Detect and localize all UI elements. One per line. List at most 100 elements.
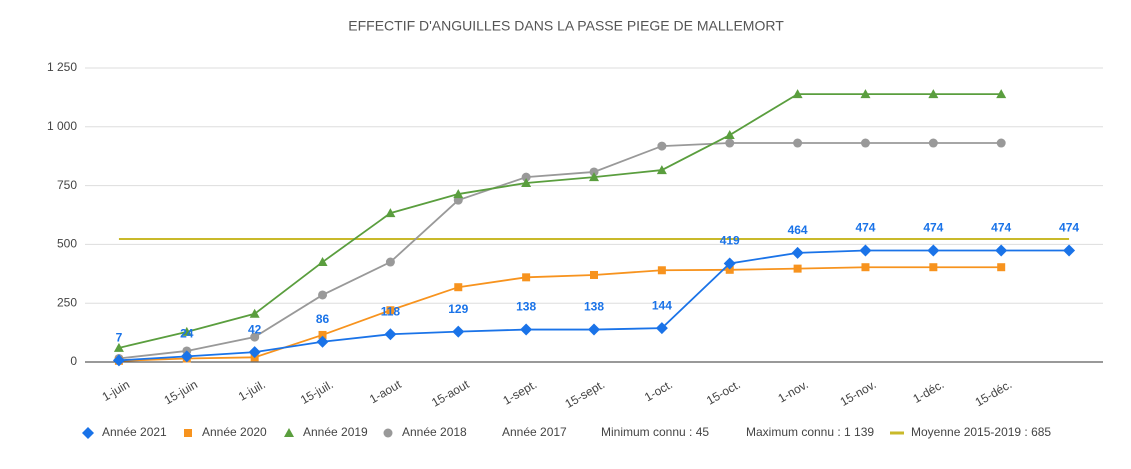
marker bbox=[656, 165, 667, 175]
y-tick-label: 0 bbox=[70, 354, 77, 368]
marker bbox=[995, 244, 1008, 257]
marker bbox=[657, 141, 667, 151]
data-label: 118 bbox=[381, 304, 401, 318]
marker bbox=[928, 89, 939, 99]
marker bbox=[723, 257, 736, 270]
x-tick-label: 15-nov. bbox=[838, 377, 879, 409]
marker bbox=[284, 428, 294, 437]
x-tick-label: 15-juil. bbox=[298, 377, 336, 407]
data-label: 474 bbox=[1059, 221, 1079, 235]
marker bbox=[249, 308, 260, 318]
data-label: 144 bbox=[652, 298, 672, 312]
legend-label: Année 2018 bbox=[402, 425, 467, 439]
marker bbox=[861, 263, 870, 272]
marker bbox=[929, 263, 938, 272]
data-label: 129 bbox=[448, 302, 468, 316]
marker bbox=[860, 89, 871, 99]
data-label: 86 bbox=[316, 312, 330, 326]
x-tick-label: 1-juin bbox=[100, 377, 132, 404]
marker bbox=[521, 172, 531, 182]
data-label: 7 bbox=[116, 331, 123, 345]
x-tick-label: 1-sept. bbox=[500, 377, 539, 407]
legend-label: Année 2017 bbox=[502, 425, 567, 439]
marker bbox=[385, 257, 395, 267]
marker bbox=[385, 208, 396, 218]
legend-label: Année 2020 bbox=[202, 425, 267, 439]
marker bbox=[996, 89, 1007, 99]
marker bbox=[522, 273, 531, 282]
marker bbox=[792, 89, 803, 99]
marker bbox=[1063, 244, 1076, 257]
legend-label: Minimum connu : 45 bbox=[601, 425, 709, 439]
legend-label: Moyenne 2015-2019 : 685 bbox=[911, 425, 1051, 439]
marker bbox=[928, 138, 938, 148]
marker bbox=[454, 283, 463, 292]
marker bbox=[655, 322, 668, 335]
y-tick-label: 1 250 bbox=[47, 60, 77, 74]
marker bbox=[248, 346, 261, 359]
marker bbox=[181, 326, 192, 336]
x-tick-label: 15-juin bbox=[162, 377, 200, 407]
x-tick-label: 1-déc. bbox=[911, 377, 947, 406]
marker bbox=[791, 246, 804, 259]
marker bbox=[112, 354, 125, 367]
y-tick-label: 750 bbox=[57, 178, 77, 192]
marker bbox=[657, 266, 666, 275]
marker bbox=[724, 130, 735, 140]
series-line bbox=[118, 142, 1002, 360]
data-label: 474 bbox=[991, 221, 1011, 235]
data-label: 474 bbox=[855, 221, 875, 235]
marker bbox=[384, 328, 397, 341]
data-label: 464 bbox=[788, 223, 808, 237]
data-label: 42 bbox=[248, 322, 262, 336]
y-tick-label: 1 000 bbox=[47, 119, 77, 133]
marker bbox=[184, 429, 192, 437]
data-label: 138 bbox=[516, 300, 536, 314]
marker bbox=[589, 172, 599, 182]
marker bbox=[386, 306, 395, 315]
marker bbox=[520, 323, 533, 336]
marker bbox=[317, 257, 328, 267]
data-label: 138 bbox=[584, 300, 604, 314]
series-line bbox=[118, 266, 1002, 362]
marker bbox=[997, 263, 1006, 272]
marker bbox=[927, 244, 940, 257]
marker bbox=[590, 270, 598, 279]
marker bbox=[793, 138, 803, 148]
chart-title: EFFECTIF D'ANGUILLES DANS LA PASSE PIEGE… bbox=[348, 18, 784, 34]
marker bbox=[793, 264, 802, 273]
marker bbox=[453, 189, 464, 199]
marker bbox=[996, 138, 1006, 148]
x-tick-label: 15-déc. bbox=[973, 377, 1015, 409]
legend-label: Maximum connu : 1 139 bbox=[746, 425, 874, 439]
y-tick-label: 500 bbox=[57, 237, 77, 251]
marker bbox=[383, 428, 393, 438]
marker bbox=[318, 290, 328, 300]
x-tick-label: 15-sept. bbox=[563, 377, 608, 411]
x-tick-label: 15-oct. bbox=[704, 377, 743, 407]
marker bbox=[180, 350, 193, 363]
marker bbox=[318, 330, 327, 339]
marker bbox=[725, 138, 735, 148]
marker bbox=[588, 323, 600, 336]
marker bbox=[589, 167, 599, 177]
x-tick-label: 15-aout bbox=[429, 377, 472, 410]
marker bbox=[250, 332, 260, 342]
x-tick-label: 1-juil. bbox=[236, 377, 268, 403]
data-label: 24 bbox=[180, 327, 194, 341]
data-label: 419 bbox=[720, 234, 740, 248]
marker bbox=[860, 138, 870, 148]
marker bbox=[521, 178, 532, 188]
x-tick-label: 1-oct. bbox=[642, 377, 675, 404]
data-label: 474 bbox=[923, 221, 943, 235]
marker bbox=[452, 325, 465, 338]
marker bbox=[82, 427, 94, 439]
marker bbox=[113, 342, 124, 352]
marker bbox=[316, 335, 329, 348]
legend-label: Année 2019 bbox=[303, 425, 368, 439]
legend-label: Année 2021 bbox=[102, 425, 167, 439]
series-line bbox=[118, 93, 1002, 349]
marker bbox=[725, 265, 734, 274]
y-tick-label: 250 bbox=[57, 295, 77, 309]
